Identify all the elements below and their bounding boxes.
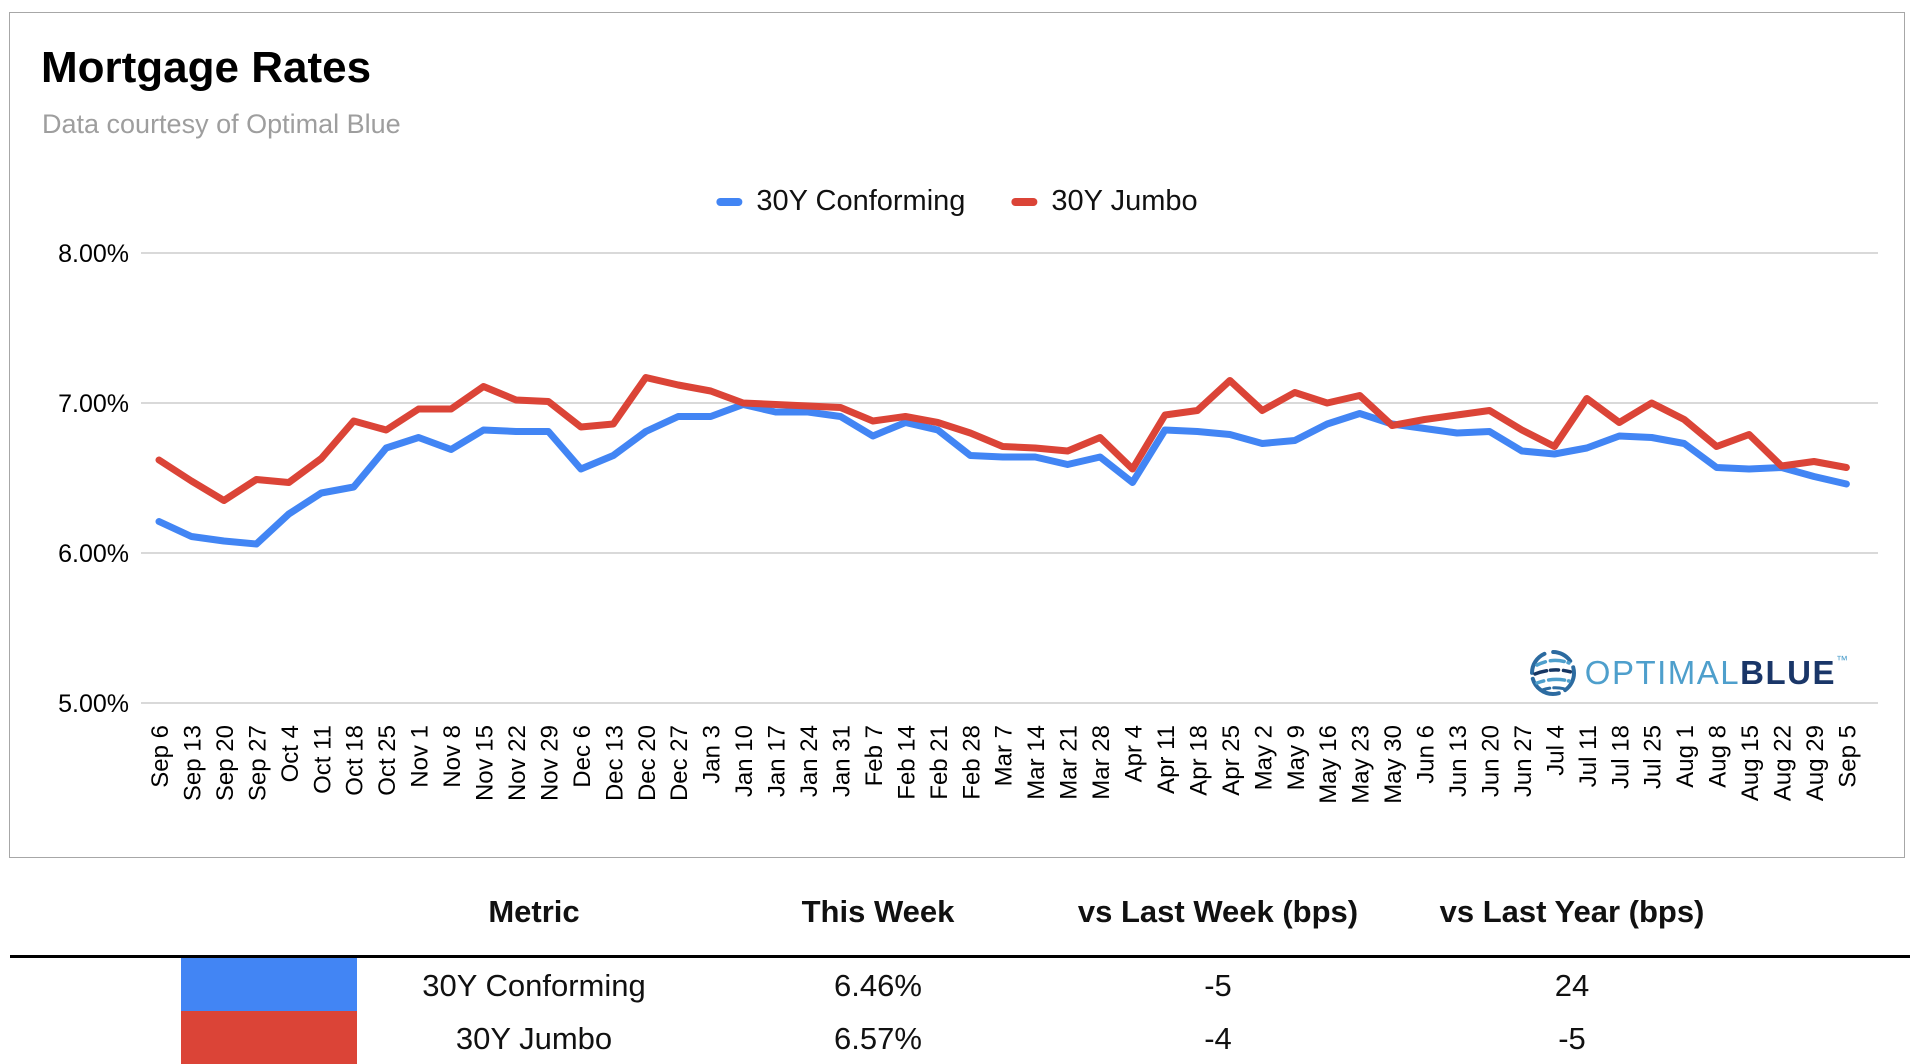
chart-card: Mortgage Rates Data courtesy of Optimal … <box>9 12 1905 858</box>
svg-text:Dec 6: Dec 6 <box>569 725 596 788</box>
svg-text:Dec 13: Dec 13 <box>601 725 628 801</box>
svg-text:Feb 28: Feb 28 <box>958 725 985 800</box>
legend-label: 30Y Jumbo <box>1051 185 1198 217</box>
cell-this-week: 6.46% <box>834 968 922 1003</box>
table-header-vs-last-year: vs Last Year (bps) <box>1439 894 1705 929</box>
svg-text:May 23: May 23 <box>1348 725 1375 804</box>
svg-text:Jan 17: Jan 17 <box>764 725 791 797</box>
svg-text:6.00%: 6.00% <box>58 540 129 568</box>
svg-text:Jan 24: Jan 24 <box>796 725 823 797</box>
svg-text:Sep 5: Sep 5 <box>1834 725 1861 788</box>
svg-text:Oct 25: Oct 25 <box>374 725 401 796</box>
svg-text:Nov 29: Nov 29 <box>536 725 563 801</box>
cell-vs-last-week: -4 <box>1204 1021 1232 1056</box>
logo-text-optimal: OPTIMAL <box>1584 654 1741 691</box>
svg-text:Nov 22: Nov 22 <box>504 725 531 801</box>
svg-text:7.00%: 7.00% <box>58 390 129 418</box>
cell-this-week: 6.57% <box>834 1021 922 1056</box>
svg-text:5.00%: 5.00% <box>58 690 129 718</box>
svg-text:Jul 18: Jul 18 <box>1607 725 1634 789</box>
svg-text:Apr 18: Apr 18 <box>1185 725 1212 796</box>
optimal-blue-globe-icon <box>1529 650 1576 696</box>
svg-text:Feb 7: Feb 7 <box>861 725 888 786</box>
chart-title: Mortgage Rates <box>41 43 372 92</box>
svg-text:Aug 15: Aug 15 <box>1737 725 1764 801</box>
svg-text:Sep 20: Sep 20 <box>212 725 239 801</box>
svg-text:Oct 11: Oct 11 <box>309 725 336 794</box>
svg-text:Oct 4: Oct 4 <box>277 725 304 782</box>
svg-text:Aug 8: Aug 8 <box>1705 725 1732 788</box>
svg-text:Nov 1: Nov 1 <box>407 725 434 788</box>
cell-vs-last-year: -5 <box>1558 1021 1586 1056</box>
svg-text:Jun 6: Jun 6 <box>1413 725 1440 784</box>
row-swatch <box>181 958 357 1011</box>
svg-text:Mar 14: Mar 14 <box>1023 725 1050 800</box>
svg-text:Aug 29: Aug 29 <box>1802 725 1829 801</box>
svg-text:Aug 1: Aug 1 <box>1672 725 1699 788</box>
svg-text:Jun 13: Jun 13 <box>1445 725 1472 797</box>
jumbo-line-swatch-icon <box>1011 197 1038 206</box>
table-header-metric: Metric <box>488 894 580 929</box>
row-swatch <box>181 1011 357 1064</box>
svg-text:Jul 25: Jul 25 <box>1640 725 1667 789</box>
svg-text:Mar 21: Mar 21 <box>1056 725 1083 800</box>
logo-trademark: ™ <box>1836 653 1848 667</box>
svg-text:Oct 18: Oct 18 <box>342 725 369 796</box>
cell-metric: 30Y Conforming <box>422 968 646 1003</box>
svg-text:May 2: May 2 <box>1250 725 1277 790</box>
cell-vs-last-week: -5 <box>1204 968 1232 1003</box>
svg-text:Nov 8: Nov 8 <box>439 725 466 788</box>
svg-text:Sep 27: Sep 27 <box>244 725 271 801</box>
svg-text:Sep 13: Sep 13 <box>179 725 206 801</box>
chart-legend: 30Y Conforming 30Y Jumbo <box>716 185 1198 218</box>
summary-table: Metric This Week vs Last Week (bps) vs L… <box>0 858 1920 1064</box>
svg-text:8.00%: 8.00% <box>58 240 129 268</box>
svg-text:Apr 25: Apr 25 <box>1218 725 1245 796</box>
conforming-line-swatch-icon <box>716 197 743 206</box>
svg-text:May 30: May 30 <box>1380 725 1407 804</box>
svg-text:Jan 31: Jan 31 <box>828 725 855 797</box>
legend-item-jumbo: 30Y Jumbo <box>1011 185 1198 218</box>
mortgage-rates-line-chart: 8.00%7.00%6.00%5.00%Sep 6 Sep 13 Sep 20 Sep… <box>58 240 1878 804</box>
svg-text:Sep 6: Sep 6 <box>147 725 174 788</box>
svg-text:May 9: May 9 <box>1283 725 1310 790</box>
svg-text:Jan 10: Jan 10 <box>731 725 758 797</box>
svg-text:Feb 21: Feb 21 <box>926 725 953 800</box>
svg-text:Apr 11: Apr 11 <box>1153 725 1180 794</box>
svg-text:Jun 27: Jun 27 <box>1510 725 1537 797</box>
svg-text:Mar 28: Mar 28 <box>1088 725 1115 800</box>
svg-text:Mar 7: Mar 7 <box>991 725 1018 786</box>
legend-item-conforming: 30Y Conforming <box>716 185 965 218</box>
svg-text:Nov 15: Nov 15 <box>472 725 499 801</box>
svg-text:Feb 14: Feb 14 <box>893 725 920 800</box>
cell-vs-last-year: 24 <box>1554 968 1590 1003</box>
svg-text:Jan 3: Jan 3 <box>699 725 726 784</box>
logo-text-blue: BLUE <box>1740 654 1836 691</box>
cell-metric: 30Y Jumbo <box>455 1021 613 1056</box>
table-header-this-week: This Week <box>801 894 955 929</box>
svg-text:May 16: May 16 <box>1315 725 1342 804</box>
svg-text:Apr 4: Apr 4 <box>1121 725 1148 782</box>
svg-text:Dec 20: Dec 20 <box>634 725 661 801</box>
optimal-blue-logo: OPTIMAL BLUE ™ <box>1527 647 1848 699</box>
chart-subtitle: Data courtesy of Optimal Blue <box>42 109 401 139</box>
svg-text:Aug 22: Aug 22 <box>1770 725 1797 801</box>
svg-text:Jun 20: Jun 20 <box>1477 725 1504 797</box>
svg-text:Jul 11: Jul 11 <box>1575 725 1602 787</box>
svg-text:Jul 4: Jul 4 <box>1542 725 1569 776</box>
table-header-vs-last-week: vs Last Week (bps) <box>1077 894 1359 929</box>
svg-text:Dec 27: Dec 27 <box>666 725 693 801</box>
table-header-divider <box>10 955 1910 958</box>
legend-label: 30Y Conforming <box>756 185 966 217</box>
